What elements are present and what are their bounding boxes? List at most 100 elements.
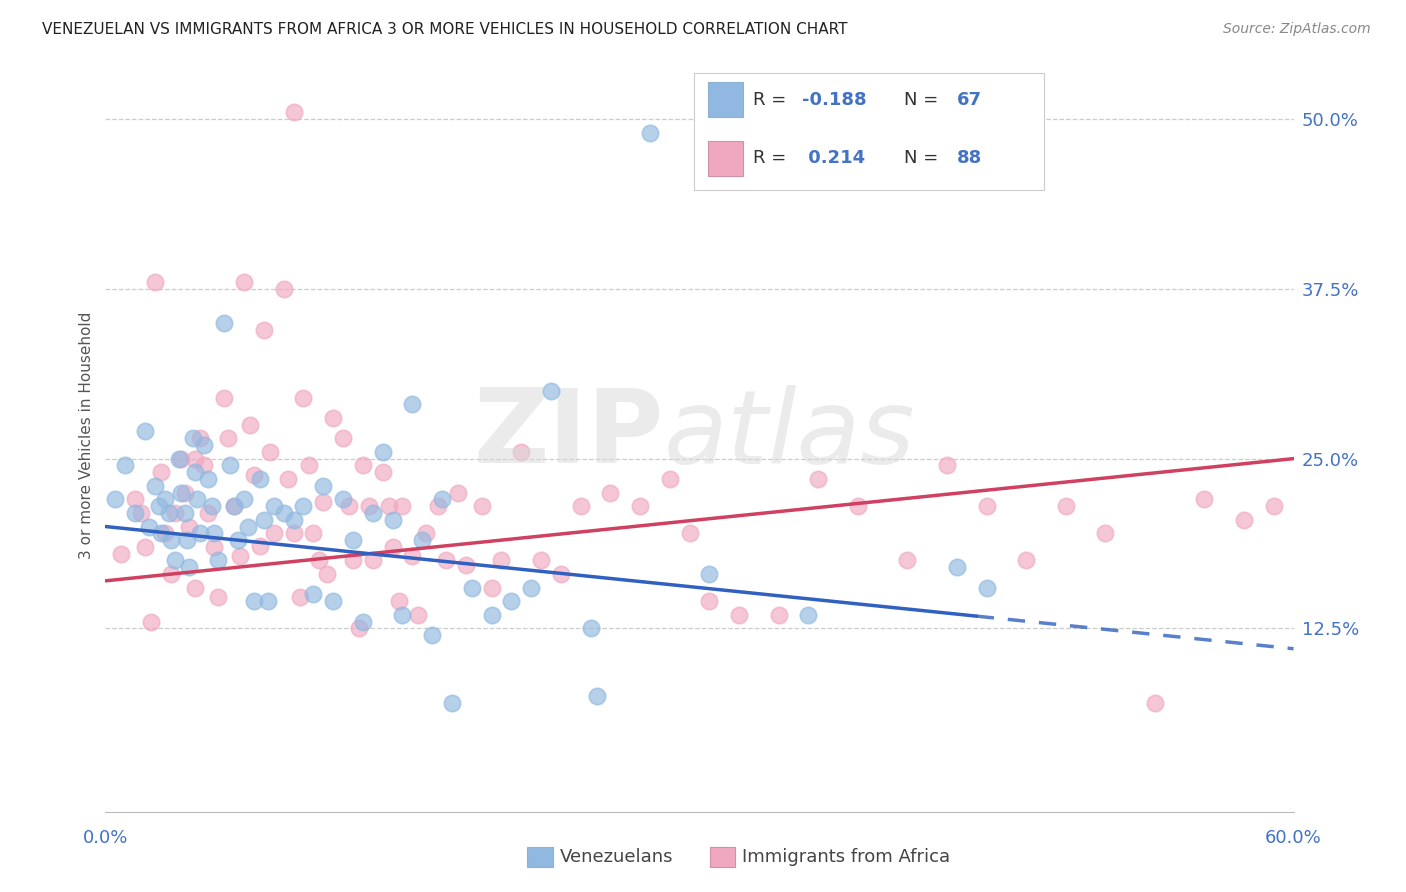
Point (298, 458, 321, 473)
Text: VENEZUELAN VS IMMIGRANTS FROM AFRICA 3 OR MORE VEHICLES IN HOUSEHOLD CORRELATION: VENEZUELAN VS IMMIGRANTS FROM AFRICA 3 O… (42, 22, 848, 37)
Point (797, 607, 820, 622)
Point (401, 397, 423, 411)
Point (283, 526, 305, 541)
Point (129, 506, 152, 520)
Point (190, 526, 212, 541)
Point (387, 594, 409, 608)
Point (312, 479, 335, 493)
FancyBboxPatch shape (707, 82, 742, 118)
Point (163, 506, 186, 520)
Point (530, 553, 553, 567)
Text: Source: ZipAtlas.com: Source: ZipAtlas.com (1223, 22, 1371, 37)
Point (256, 594, 278, 608)
Point (628, 499, 651, 513)
Point (288, 590, 311, 604)
Point (159, 533, 181, 547)
Point (550, 567, 572, 582)
Point (377, 499, 399, 513)
Point (229, 549, 252, 564)
Point (177, 560, 200, 574)
Point (946, 560, 969, 574)
Point (440, 696, 463, 710)
Point (381, 513, 404, 527)
Point (520, 581, 543, 595)
Text: 0.214: 0.214 (803, 149, 865, 168)
Point (332, 431, 354, 445)
Point (342, 553, 364, 567)
Point (263, 499, 285, 513)
Point (283, 513, 305, 527)
Point (224, 499, 246, 513)
Point (510, 445, 533, 459)
Point (1263, 499, 1285, 513)
Point (253, 323, 276, 337)
Point (273, 282, 295, 296)
Point (302, 526, 325, 541)
Point (263, 526, 285, 541)
Point (807, 472, 830, 486)
Point (342, 533, 364, 547)
Point (239, 417, 262, 432)
Point (193, 438, 215, 452)
Point (1233, 513, 1256, 527)
Point (371, 465, 394, 479)
Text: R =: R = (754, 149, 792, 168)
Text: Immigrants from Africa: Immigrants from Africa (742, 848, 950, 866)
Point (197, 506, 219, 520)
Point (173, 506, 195, 520)
Point (249, 539, 271, 553)
Point (501, 594, 523, 608)
Point (768, 607, 790, 622)
Point (193, 458, 215, 473)
Point (391, 607, 413, 622)
Point (337, 499, 360, 513)
Point (408, 607, 430, 622)
Point (896, 553, 918, 567)
Point (124, 492, 146, 507)
Point (427, 499, 450, 513)
Text: -0.188: -0.188 (803, 91, 868, 109)
Point (322, 410, 344, 425)
Point (1143, 696, 1166, 710)
Point (316, 567, 339, 582)
Point (224, 499, 246, 513)
Point (149, 526, 172, 541)
Text: 0.0%: 0.0% (83, 829, 128, 847)
Point (177, 519, 200, 533)
Point (283, 105, 305, 120)
Point (170, 485, 193, 500)
Point (157, 506, 180, 520)
Point (540, 384, 562, 398)
Point (434, 553, 457, 567)
Point (728, 607, 751, 622)
Point (332, 492, 354, 507)
Point (569, 499, 592, 513)
Point (214, 316, 236, 330)
Point (461, 581, 484, 595)
Point (585, 690, 607, 704)
Point (148, 499, 170, 513)
Point (202, 526, 225, 541)
Point (491, 553, 513, 567)
Point (110, 547, 132, 561)
Text: atlas: atlas (664, 384, 915, 485)
Point (471, 499, 494, 513)
Point (976, 581, 998, 595)
Point (1054, 499, 1077, 513)
Point (219, 458, 242, 473)
Point (186, 492, 208, 507)
Point (143, 479, 166, 493)
Text: N =: N = (904, 91, 943, 109)
Point (253, 513, 276, 527)
Point (976, 499, 998, 513)
Point (447, 485, 470, 500)
Point (243, 594, 266, 608)
Point (233, 275, 256, 289)
Point (312, 495, 335, 509)
Point (236, 519, 259, 533)
Point (214, 391, 236, 405)
Point (143, 275, 166, 289)
Point (292, 391, 315, 405)
Point (352, 615, 374, 629)
Point (167, 451, 190, 466)
